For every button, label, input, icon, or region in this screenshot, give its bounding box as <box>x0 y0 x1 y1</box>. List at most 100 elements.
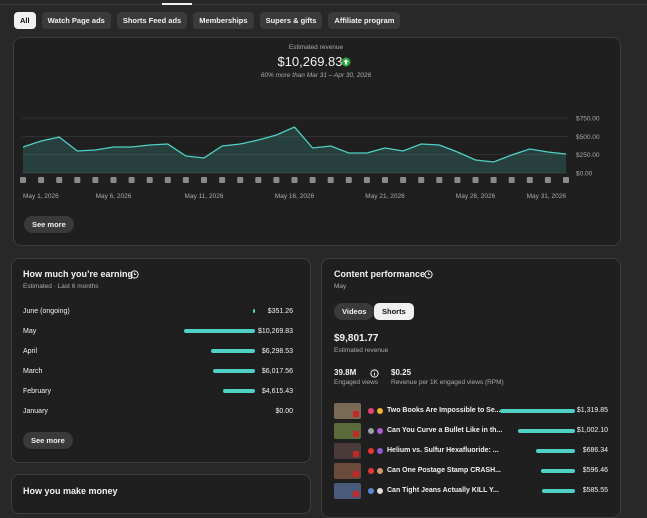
title-icon <box>377 488 383 494</box>
earning-title: How much you’re earning <box>23 269 134 279</box>
earning-bar <box>211 349 255 353</box>
x-tick-label: May 16, 2026 <box>275 193 315 200</box>
rpm-label: Revenue per 1K engaged views (RPM) <box>391 379 504 386</box>
title-icon <box>377 448 383 454</box>
thumbnail-badge <box>353 411 359 417</box>
video-title: Helium vs. Sulfur Hexafluoride: ... <box>387 447 499 454</box>
thumbnail-badge <box>353 431 359 437</box>
x-tick-label: May 26, 2026 <box>456 193 496 200</box>
info-icon <box>370 369 379 378</box>
revenue-comparison: 60% more than Mar 31 – Apr 30, 2026 <box>260 72 372 79</box>
day-icon <box>110 177 117 183</box>
tab[interactable]: Shorts Feed ads <box>116 12 188 29</box>
day-icon <box>363 177 370 183</box>
tab[interactable]: Supers & gifts <box>259 12 323 29</box>
month-label: February <box>23 388 52 395</box>
y-tick-label: $500.00 <box>576 134 600 141</box>
content-card <box>321 258 621 518</box>
content-revenue: $9,801.77 <box>334 333 379 344</box>
amount-label: $686.34 <box>582 447 608 454</box>
views-value: 39.8M <box>334 368 357 377</box>
day-icon <box>237 177 244 183</box>
tab[interactable]: All <box>14 12 36 29</box>
day-icon <box>327 177 334 183</box>
day-icon <box>164 177 171 183</box>
amount-label: $10,269.83 <box>257 328 293 335</box>
earning-bar <box>252 309 255 313</box>
tab[interactable]: Memberships <box>193 12 254 29</box>
title-icon <box>368 468 374 474</box>
video-title: Can One Postage Stamp CRASH... <box>387 467 501 474</box>
content-bar <box>541 469 575 473</box>
thumbnail-badge <box>353 491 359 497</box>
day-icon <box>508 177 515 183</box>
toggle-button[interactable]: Shorts <box>374 303 414 320</box>
see-more-button[interactable]: See more <box>23 432 73 449</box>
amount-label: $6,298.53 <box>261 348 293 355</box>
earning-card <box>11 258 311 463</box>
page: All Watch Page ads Shorts Feed ads Membe… <box>0 3 647 518</box>
day-icon <box>563 177 569 183</box>
tab-indicator <box>162 3 192 5</box>
revenue-chart: $0.00 $250.00 $500.00 $750.00 May 1, 2026 May… <box>20 116 600 200</box>
amount-label: $585.55 <box>582 487 608 494</box>
day-icon <box>255 177 262 183</box>
earning-subtitle: Estimated · Last 6 months <box>23 283 99 290</box>
title-icon <box>368 448 374 454</box>
y-tick-label: $0.00 <box>576 171 593 178</box>
thumbnail-badge <box>353 471 359 477</box>
revenue-line <box>22 126 567 163</box>
video-title: Can You Curve a Bullet Like in th... <box>387 427 503 434</box>
day-icon <box>20 177 26 183</box>
x-tick-label: May 21, 2026 <box>365 193 405 200</box>
title-icon <box>377 408 383 414</box>
up-icon <box>341 57 351 67</box>
amount-label: $0.00 <box>275 408 293 415</box>
toggle-button[interactable]: Videos <box>334 303 375 320</box>
content-bar <box>535 449 575 453</box>
day-icon <box>201 177 207 183</box>
earning-bar <box>213 369 255 373</box>
title-icon <box>377 468 383 474</box>
day-icon <box>219 177 226 183</box>
amount-label: $351.26 <box>267 308 293 315</box>
revenue-card <box>13 37 621 246</box>
see-more-button[interactable]: See more <box>24 216 74 233</box>
title-icon <box>368 408 374 414</box>
earning-bar <box>223 389 255 393</box>
video-title: Can Tight Jeans Actually KILL Y... <box>387 487 499 494</box>
x-tick-label: May 31, 2026 <box>527 193 567 200</box>
content-title: Content performance <box>334 269 426 279</box>
rpm-value: $0.25 <box>391 368 412 377</box>
month-label: January <box>23 408 48 415</box>
x-tick-label: May 1, 2026 <box>23 193 59 200</box>
amount-label: $596.46 <box>582 467 608 474</box>
title-icon <box>368 488 374 494</box>
amount-label: $1,319.85 <box>576 407 608 414</box>
day-icon <box>345 177 352 183</box>
thumbnail-badge <box>353 451 359 457</box>
day-icon <box>544 177 551 183</box>
amount-label: $6,017.56 <box>261 368 293 375</box>
content-revenue-label: Estimated revenue <box>334 347 389 354</box>
day-icon <box>128 177 135 183</box>
revenue-label: Estimated revenue <box>288 44 344 51</box>
area-fill <box>23 127 566 173</box>
day-icon <box>74 177 81 183</box>
month-label: April <box>23 348 38 355</box>
day-icon <box>526 177 533 183</box>
x-tick-label: May 11, 2026 <box>185 193 224 200</box>
day-icon <box>291 177 298 183</box>
content-period: May <box>334 283 347 290</box>
title-icon <box>377 428 383 434</box>
video-title: Two Books Are Impossible to Se... <box>387 407 501 414</box>
tab[interactable]: Watch Page ads <box>41 12 111 29</box>
day-icon <box>309 177 316 183</box>
x-tick-label: May 6, 2026 <box>96 193 132 200</box>
top-divider <box>0 4 647 5</box>
day-icon <box>92 177 99 183</box>
content-bar <box>518 429 575 433</box>
tab[interactable]: Affiliate program <box>328 12 401 29</box>
title-icon <box>368 428 374 434</box>
content-bar <box>500 409 575 413</box>
